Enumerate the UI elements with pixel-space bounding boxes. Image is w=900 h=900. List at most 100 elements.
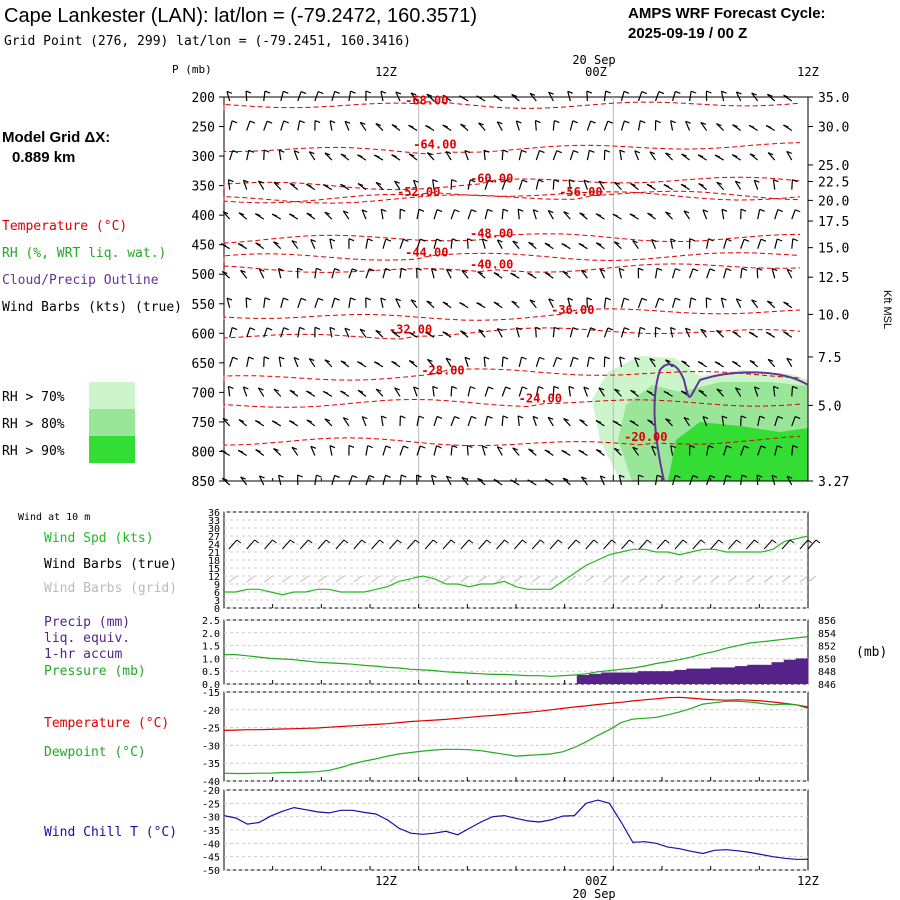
pressure-tick-label: 850	[192, 475, 215, 490]
sfc-wind-barb	[692, 539, 702, 550]
wind-barb-feather	[365, 90, 372, 94]
sfc-wind-barb	[424, 539, 434, 550]
isotherm-line	[223, 327, 801, 340]
wind-barb-shaft	[365, 475, 370, 486]
wind-barb-shaft	[706, 445, 710, 456]
wind-barb-feather	[792, 444, 798, 449]
wind-barb-shaft	[552, 179, 555, 190]
wind-barb-feather	[743, 445, 750, 449]
wind-barb-shaft	[395, 298, 401, 309]
wind-barb-feather	[725, 474, 732, 478]
wind-barb-feather	[544, 242, 551, 246]
wind-barb-feather	[689, 238, 695, 242]
wind-barb-feather	[538, 386, 544, 390]
wind-barb-shaft	[273, 181, 282, 191]
wind-barb-shaft	[723, 445, 728, 456]
wind-barb-feather	[289, 213, 295, 217]
wind-barb-feather	[714, 361, 721, 365]
wind-barb-feather	[589, 356, 595, 360]
isotherm-label: -20.00	[624, 430, 667, 444]
wind-barb-shaft	[263, 297, 266, 308]
wind-barb-shaft	[654, 91, 660, 102]
wind-barb-feather	[391, 360, 397, 365]
grid-wind-barb	[442, 575, 452, 583]
sfc-wind-barb	[710, 539, 720, 550]
wind-barb-shaft	[716, 123, 725, 131]
wind-barb-shaft	[772, 179, 776, 190]
wind-barb-feather	[352, 475, 358, 479]
wind-barb-shaft	[331, 91, 336, 102]
wind-barb-shaft	[599, 268, 605, 279]
wind-barb-feather	[283, 297, 289, 301]
wind-barb-feather	[590, 120, 596, 124]
wind-barb-shaft	[735, 91, 742, 102]
wind-barb-feather	[590, 327, 596, 331]
wind-barb-shaft	[534, 120, 537, 131]
sfc-wind-barb-feather	[664, 539, 670, 544]
wind-barb-feather	[452, 238, 458, 242]
wind-barb-feather	[344, 327, 351, 331]
wind-barb-shaft	[481, 238, 486, 249]
wind-barb-shaft	[382, 475, 387, 486]
height-tick-label: 5.0	[818, 399, 841, 414]
wind-barb-shaft	[599, 475, 605, 486]
wind-barb-feather	[721, 415, 728, 419]
wind-barb-shaft	[501, 180, 507, 190]
wind-barb-feather	[539, 150, 545, 154]
isotherm-line	[223, 233, 801, 244]
wind-barb-shaft	[517, 415, 520, 426]
wind-barb-feather	[289, 389, 296, 393]
wind-barb-feather	[505, 386, 511, 390]
pressure-axis-title: P (mb)	[172, 63, 212, 76]
wind-barb-shaft	[614, 181, 622, 191]
wind-barb-shaft	[757, 239, 762, 249]
wind-barb-shaft	[651, 446, 657, 456]
wind-barb-feather	[586, 90, 593, 94]
wind-barb-shaft	[683, 210, 691, 220]
wind-barb-feather	[487, 208, 493, 212]
windpanel-tick-label: 0	[214, 604, 220, 615]
wind-barb-feather	[765, 124, 772, 129]
wind-barb-feather	[561, 243, 567, 247]
wind-barb-shaft	[753, 386, 759, 397]
wind-barb-feather	[756, 267, 763, 271]
wind-barb-shaft	[547, 210, 554, 220]
grid-wind-barb	[674, 575, 684, 583]
wind-barb-feather	[702, 209, 709, 213]
wind-barb-feather	[334, 297, 340, 301]
wind-barb-shaft	[246, 356, 250, 367]
wind-barb-feather	[238, 419, 245, 423]
height-tick-label: 7.5	[818, 351, 841, 366]
bottom-tick-12z-b: 12Z	[797, 874, 819, 888]
wind-barb-feather	[563, 417, 569, 422]
wind-barb-feather	[266, 120, 273, 124]
pressure-tick-label: 400	[192, 209, 215, 224]
wind-barb-feather	[665, 418, 671, 422]
wind-barb-feather	[365, 297, 372, 301]
sfc-wind-barb-feather	[254, 539, 260, 544]
sfc-wind-barb-feather	[361, 539, 367, 544]
model-grid-label: Model Grid ΔX:	[2, 129, 110, 146]
wind-barb-feather	[318, 91, 324, 95]
wind-barb-shaft	[399, 268, 402, 279]
wind-barb-feather	[299, 120, 305, 124]
wind-barb-feather	[310, 445, 317, 449]
wind-barb-feather	[689, 444, 696, 449]
wind-barb-feather	[771, 268, 778, 272]
height-tick-label: 30.0	[818, 121, 849, 136]
legend-temperature: Temperature (°C)	[2, 219, 127, 234]
sfc-wind-barb	[478, 539, 488, 550]
sfc-wind-barb	[745, 539, 755, 550]
chillpanel-tick-label: -25	[202, 799, 220, 810]
wind-barb-feather	[605, 90, 611, 94]
wind-barb-shaft	[348, 91, 352, 102]
sfc-wind-barb-feather	[736, 539, 741, 544]
wind-barb-shaft	[620, 91, 625, 102]
wind-barb-feather	[697, 361, 704, 365]
wind-barb-feather	[425, 124, 431, 129]
wind-barb-shaft	[433, 209, 438, 220]
wind-barb-feather	[416, 474, 422, 478]
isotherm-label: -40.00	[470, 257, 513, 271]
wind-barb-feather	[675, 474, 681, 478]
wind-barb-feather	[783, 331, 789, 335]
